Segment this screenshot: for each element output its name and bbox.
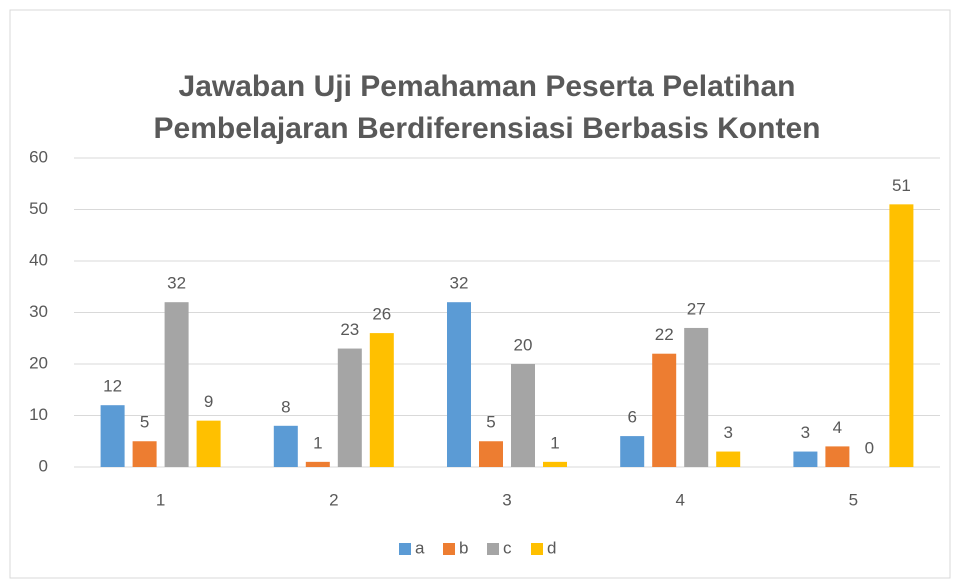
- bar: [479, 441, 503, 467]
- legend-swatch: [531, 543, 543, 555]
- x-tick-label: 5: [849, 490, 858, 509]
- bar: [132, 441, 157, 467]
- bar: [825, 446, 850, 467]
- bar: [511, 364, 535, 467]
- data-label: 20: [514, 335, 533, 354]
- legend-swatch: [399, 543, 411, 555]
- data-label: 26: [372, 305, 391, 324]
- data-label: 6: [627, 408, 636, 427]
- y-tick-label: 60: [29, 147, 48, 166]
- legend-label: c: [503, 538, 512, 557]
- bar: [543, 461, 567, 467]
- chart-title: Jawaban Uji Pemahaman Peserta Pelatihan: [179, 70, 796, 103]
- data-label: 32: [450, 274, 469, 293]
- data-label: 5: [140, 413, 149, 432]
- y-tick-label: 10: [29, 405, 48, 424]
- y-tick-label: 40: [29, 250, 48, 269]
- x-tick-label: 3: [502, 490, 511, 509]
- bar: [196, 420, 221, 467]
- data-label: 1: [550, 433, 559, 452]
- data-label: 32: [167, 274, 186, 293]
- x-tick-label: 1: [156, 490, 165, 509]
- y-tick-label: 50: [29, 199, 48, 218]
- chart-border: [9, 9, 951, 579]
- data-label: 4: [833, 418, 842, 437]
- bar: [164, 302, 189, 467]
- y-tick-label: 30: [29, 302, 48, 321]
- bar: [337, 348, 362, 467]
- legend-label: a: [415, 538, 425, 557]
- bar: [620, 436, 645, 467]
- data-label: 5: [486, 413, 495, 432]
- bar: [684, 327, 709, 467]
- bar: [100, 405, 125, 467]
- x-tick-label: 2: [329, 490, 338, 509]
- data-label: 0: [865, 438, 874, 457]
- data-label: 23: [340, 320, 359, 339]
- data-label: 3: [801, 423, 810, 442]
- chart-title: Pembelajaran Berdiferensiasi Berbasis Ko…: [154, 112, 821, 145]
- y-tick-label: 20: [29, 353, 48, 372]
- bar: [716, 451, 741, 467]
- data-label: 51: [892, 176, 911, 195]
- bar: [793, 451, 818, 467]
- data-label: 12: [103, 377, 122, 396]
- legend-label: b: [459, 538, 468, 557]
- x-tick-label: 4: [675, 490, 684, 509]
- data-label: 27: [687, 299, 706, 318]
- data-label: 8: [281, 397, 290, 416]
- bar: [305, 461, 330, 467]
- legend-swatch: [443, 543, 455, 555]
- bar: [273, 425, 298, 467]
- legend-label: d: [547, 538, 556, 557]
- data-label: 3: [723, 423, 732, 442]
- bar: [447, 302, 471, 467]
- data-label: 9: [204, 392, 213, 411]
- data-label: 22: [655, 325, 674, 344]
- bar: [889, 204, 914, 467]
- data-label: 1: [313, 433, 322, 452]
- legend-swatch: [487, 543, 499, 555]
- bar: [652, 353, 677, 467]
- y-tick-label: 0: [39, 456, 48, 475]
- bar: [369, 333, 394, 467]
